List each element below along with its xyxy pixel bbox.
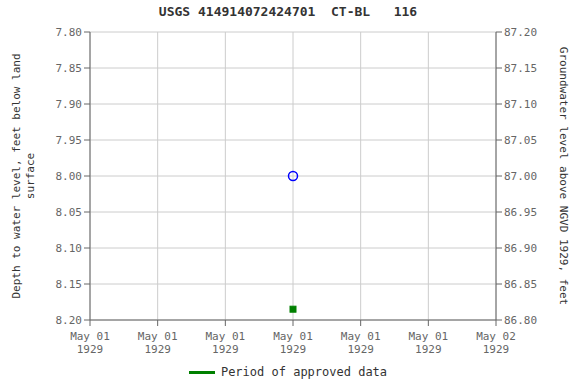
svg-text:87.05: 87.05 xyxy=(504,134,537,147)
svg-text:May 021929: May 021929 xyxy=(476,330,516,356)
svg-text:7.95: 7.95 xyxy=(56,134,83,147)
svg-text:7.80: 7.80 xyxy=(56,26,83,39)
svg-text:May 011929: May 011929 xyxy=(138,330,178,356)
svg-text:7.85: 7.85 xyxy=(56,62,83,75)
svg-text:87.20: 87.20 xyxy=(504,26,537,39)
svg-text:86.80: 86.80 xyxy=(504,314,537,327)
svg-text:May 011929: May 011929 xyxy=(341,330,381,356)
svg-text:8.00: 8.00 xyxy=(56,170,83,183)
svg-text:8.05: 8.05 xyxy=(56,206,83,219)
svg-text:86.90: 86.90 xyxy=(504,242,537,255)
svg-text:87.00: 87.00 xyxy=(504,170,537,183)
svg-text:May 011929: May 011929 xyxy=(70,330,110,356)
svg-text:Groundwater level above NGVD 1: Groundwater level above NGVD 1929, feet xyxy=(557,47,568,305)
svg-text:86.85: 86.85 xyxy=(504,278,537,291)
svg-text:8.10: 8.10 xyxy=(56,242,83,255)
html-text:Period of approved data: Period of approved data xyxy=(220,365,388,379)
svg-text:87.15: 87.15 xyxy=(504,62,537,75)
svg-text:May 011929: May 011929 xyxy=(273,330,313,356)
svg-text:May 011929: May 011929 xyxy=(408,330,448,356)
html-text:USGS 414914072424701 CT-BL 116: USGS 414914072424701 CT-BL 116 xyxy=(158,4,418,19)
svg-text:7.90: 7.90 xyxy=(56,98,83,111)
svg-text:8.20: 8.20 xyxy=(56,314,83,327)
svg-text:8.15: 8.15 xyxy=(56,278,83,291)
svg-text:86.95: 86.95 xyxy=(504,206,537,219)
svg-text:May 011929: May 011929 xyxy=(205,330,245,356)
svg-text:Depth to water level, feet bel: Depth to water level, feet below landsur… xyxy=(10,53,37,298)
svg-text:87.10: 87.10 xyxy=(504,98,537,111)
